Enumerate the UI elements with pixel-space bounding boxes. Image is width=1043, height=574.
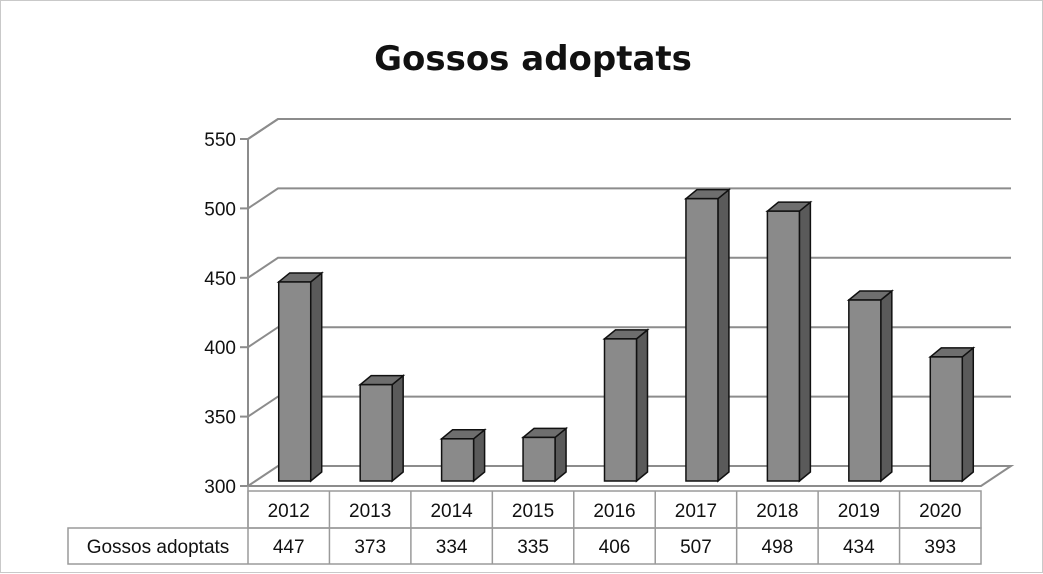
x-tick-label: 2019 [838,501,880,522]
bar-side [309,271,323,483]
bar-front [440,438,475,482]
bar-side [717,188,730,483]
x-tick-label: 2016 [593,501,635,522]
data-label: 507 [680,537,712,558]
bar-side [880,289,893,483]
gridline [247,187,1011,210]
bar [358,374,406,483]
bar-side [961,346,975,483]
data-label: 447 [273,537,305,558]
x-tick-label: 2018 [756,501,798,522]
gridline [247,256,1011,279]
y-axis-depth-line [247,118,279,140]
y-tick-label: 350 [204,408,236,429]
data-label: 335 [517,537,549,558]
data-label: 334 [436,537,468,558]
bar-front [766,210,801,482]
bar-front [603,338,638,482]
y-axis: 300 350 400 450 500 550 [204,118,279,498]
bar-front [522,436,556,482]
y-tick-label: 450 [204,269,236,290]
data-table: Gossos adoptats 2012 447 2013 373 2014 334 2015… [67,486,982,565]
y-tick-label: 400 [204,338,236,359]
bar-side [798,200,812,483]
bar-front [359,383,393,482]
bar [520,426,569,483]
data-label: 393 [924,537,956,558]
bar-side [635,328,649,483]
x-tick-label: 2013 [349,501,391,522]
data-label: 498 [762,537,794,558]
y-tick-label: 550 [204,130,236,151]
data-label: 373 [354,537,386,558]
x-tick-label: 2020 [919,501,961,522]
gridline [247,118,1011,140]
bars [276,188,976,483]
bar [846,289,894,483]
y-tick-label: 500 [204,199,236,220]
bar-front [685,197,719,482]
bar-front [277,281,312,482]
bar [276,271,324,483]
bar [683,188,732,483]
x-tick-label: 2015 [512,501,554,522]
x-tick-label: 2017 [675,501,717,522]
data-label: 406 [599,537,631,558]
x-tick-label: 2012 [268,501,310,522]
chart-title: Gossos adoptats [374,39,692,79]
data-label: 434 [843,537,875,558]
bar [602,328,650,483]
bar [928,346,976,483]
bar [439,428,487,483]
bar [765,200,813,483]
y-tick-label: 300 [204,477,236,498]
bar-side [391,374,404,483]
bar-front [848,299,882,482]
table-series-label: Gossos adoptats [87,537,230,558]
x-tick-label: 2014 [430,501,473,522]
bar-front [929,356,964,482]
